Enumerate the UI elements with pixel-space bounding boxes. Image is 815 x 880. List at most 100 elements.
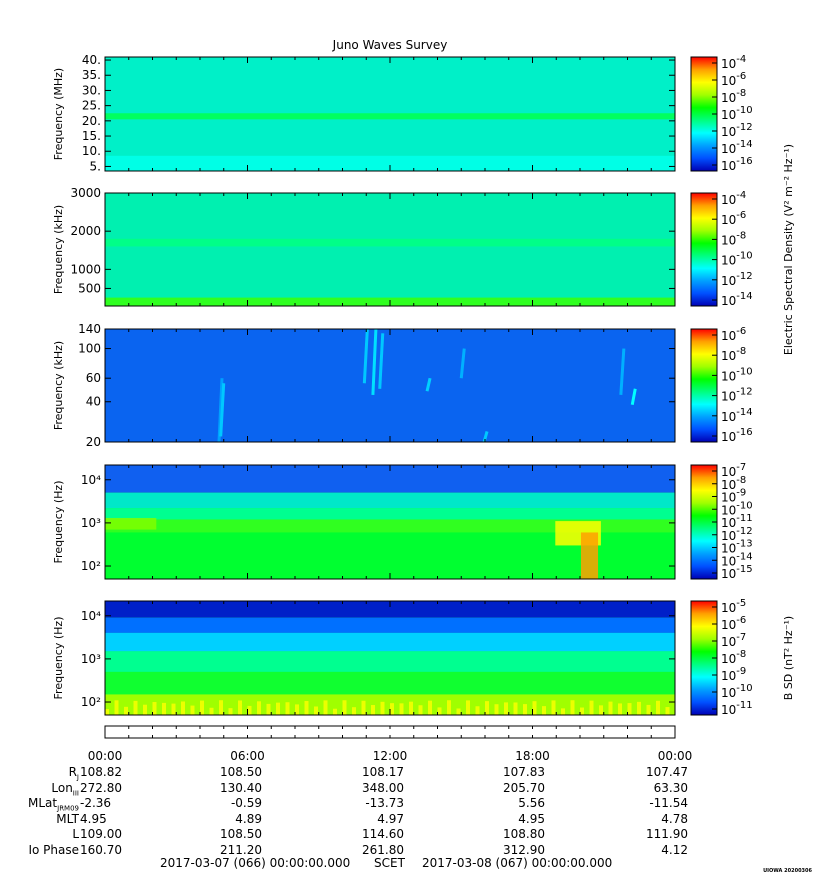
low-frequency-burst [266, 703, 271, 715]
ephemeris-label: MLT [56, 812, 79, 826]
low-frequency-burst [466, 700, 470, 715]
low-frequency-burst [371, 705, 375, 715]
y-tick-label: 40 [86, 395, 101, 409]
y-tick-label: 15. [82, 129, 101, 143]
low-frequency-burst [257, 701, 261, 715]
colorbar-tick-label: 10-12 [721, 122, 753, 139]
low-frequency-burst [228, 708, 233, 715]
low-frequency-burst [627, 703, 632, 715]
spectral-band [105, 617, 675, 633]
low-frequency-burst [532, 701, 537, 715]
low-frequency-burst [646, 704, 651, 715]
y-tick-label: 25. [82, 99, 101, 113]
y-tick-label: 60 [86, 371, 101, 385]
colorbar-tick-label: 10-9 [721, 666, 746, 683]
low-frequency-burst [361, 700, 366, 715]
colorbar-tick-label: 10-5 [721, 598, 746, 615]
colorbar [690, 56, 718, 172]
ephemeris-label-sub: J [76, 773, 79, 782]
colorbar-tick-label: 10-14 [721, 291, 753, 308]
y-axis-label: Frequency (MHz) [52, 68, 65, 160]
emission-streak [459, 348, 466, 379]
colorbar [690, 328, 718, 443]
low-frequency-burst [105, 709, 109, 715]
ephemeris-value: -13.73 [365, 796, 404, 810]
low-frequency-burst [209, 707, 214, 715]
low-frequency-burst [561, 708, 565, 715]
y-tick-label: 10³ [81, 652, 101, 666]
y-tick-label: 10⁴ [81, 609, 101, 623]
ephemeris-value: 160.70 [80, 842, 122, 857]
ephemeris-label: LonIII [51, 781, 79, 797]
colorbar-exponent: -11 [736, 700, 752, 711]
ephemeris-value: 108.80 [503, 827, 545, 841]
colorbar-tick-label: 10-11 [721, 700, 753, 717]
y-axis-label: Frequency (Hz) [52, 481, 65, 564]
low-frequency-burst [390, 703, 394, 715]
low-frequency-burst [599, 705, 603, 715]
spectral-band [105, 519, 675, 533]
x-tick-label: 06:00 [230, 749, 265, 763]
emission-streak [619, 348, 626, 396]
colorbar-exponent: -16 [736, 156, 752, 167]
colorbar-tick-label: 10-6 [721, 326, 746, 343]
ephemeris-value: 205.70 [503, 780, 545, 795]
low-frequency-burst [323, 700, 328, 715]
ephemeris-value: 111.90 [646, 827, 688, 841]
low-frequency-burst [247, 705, 252, 715]
y-axis-label: Frequency (kHz) [52, 205, 65, 294]
colorbar-label: Electric Spectral Density (V² m⁻² Hz⁻¹) [782, 144, 795, 355]
x-tick-label: 00:00 [658, 749, 693, 763]
colorbar-tick-label: 10-10 [721, 366, 753, 383]
y-tick-label: 10. [82, 144, 101, 158]
colorbar-tick-label: 10-8 [721, 88, 746, 105]
colorbar-tick-label: 10-16 [721, 427, 753, 444]
low-frequency-burst [190, 705, 195, 715]
uiowa-stamp: UIOWA 20200306 [763, 868, 812, 874]
ephemeris-value: 312.90 [503, 842, 545, 857]
ephemeris-value: 4.95 [518, 811, 545, 826]
ephemeris-label-main: Lon [51, 780, 73, 795]
colorbar-tick-label: 10-6 [721, 71, 746, 88]
low-frequency-burst [447, 700, 451, 715]
colorbar-exponent: -6 [736, 326, 746, 337]
colorbar-exponent: -15 [736, 564, 752, 575]
ephemeris-label: L [72, 827, 79, 841]
emission-streak [362, 328, 369, 384]
ephemeris-label-sub: III [72, 788, 79, 797]
colorbar-tick-label: 10-6 [721, 210, 746, 227]
colorbar-exponent: -8 [736, 88, 746, 99]
ephemeris-label: Io Phase [28, 843, 79, 857]
colorbar-exponent: -12 [736, 271, 752, 282]
low-frequency-burst [200, 700, 204, 715]
emission-streak [425, 377, 432, 392]
ephemeris-label-main: R [68, 765, 77, 779]
y-tick-label: 10² [81, 559, 101, 573]
low-frequency-burst [523, 704, 527, 715]
colorbar-exponent: -7 [736, 632, 746, 643]
footer-scet-label: SCET [374, 856, 405, 870]
low-frequency-burst [399, 703, 404, 715]
ephemeris-value: -2.36 [80, 796, 112, 810]
low-frequency-burst [276, 702, 280, 715]
colorbar-exponent: -14 [736, 551, 752, 562]
low-frequency-burst [418, 705, 423, 715]
low-frequency-burst [409, 701, 413, 715]
ephemeris-label: MLatJRM09 [28, 796, 79, 812]
colorbar-exponent: -8 [736, 346, 746, 357]
colorbar-tick-label: 10-7 [721, 632, 746, 649]
colorbar-exponent: -12 [736, 387, 752, 398]
low-frequency-burst [656, 700, 660, 715]
colorbar-exponent: -6 [736, 210, 746, 221]
y-tick-label: 100 [78, 342, 101, 356]
ephemeris-label-main: MLat [28, 796, 58, 810]
low-frequency-burst [551, 700, 556, 715]
colorbar-tick-label: 10-15 [721, 564, 753, 581]
spectral-band [105, 632, 675, 652]
ephemeris-value: 4.89 [235, 811, 262, 826]
panel-2: 3000 2000 1000 500 Frequency (kHz) 10-4 10-6 10… [52, 144, 795, 355]
colorbar-exponent: -7 [736, 462, 746, 473]
y-tick-label: 500 [78, 281, 101, 295]
